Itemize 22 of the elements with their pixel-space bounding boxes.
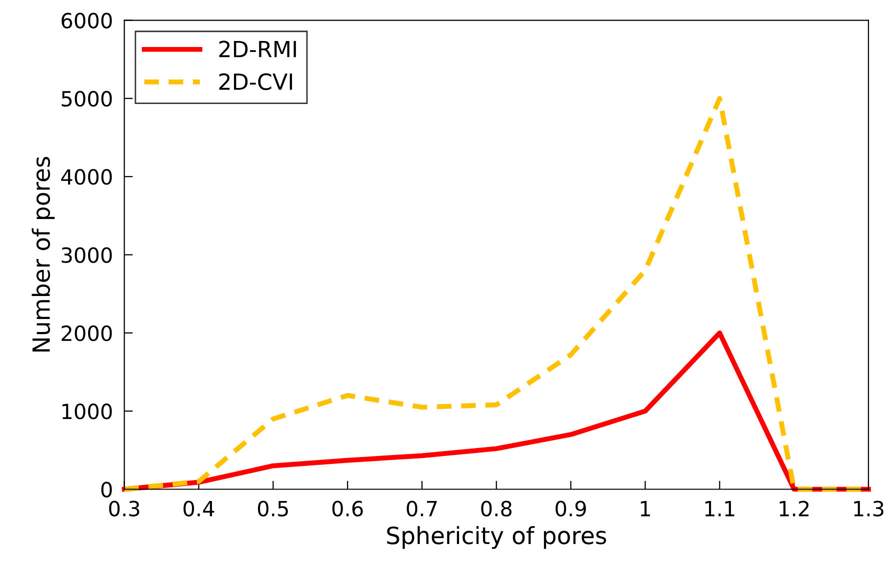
y-tick-label: 0 (101, 482, 112, 498)
y-tick-label: 3000 (62, 247, 112, 263)
y-tick-label: 2000 (62, 325, 112, 342)
x-tick-label: 1.3 (854, 500, 884, 516)
x-tick-label: 0.7 (406, 500, 437, 516)
x-tick-label: 0.4 (184, 500, 214, 516)
y-axis-title: Number of pores (32, 156, 55, 352)
x-tick-label: 1 (640, 501, 650, 516)
x-tick-label: 0.3 (109, 500, 140, 516)
y-tick-label: 5000 (62, 90, 112, 107)
y-tick-label: 4000 (61, 169, 112, 185)
y-tick-label: 6000 (62, 12, 112, 28)
x-tick-label: 0.5 (258, 500, 288, 516)
x-tick-label: 0.8 (481, 500, 512, 516)
x-axis-title: Sphericity of pores (387, 526, 606, 549)
legend-label: 2D-CVI (219, 73, 292, 90)
x-tick-label: 1.1 (705, 501, 734, 516)
x-tick-label: 1.2 (780, 500, 809, 516)
x-tick-label: 0.6 (332, 500, 363, 516)
y-tick-label: 1000 (62, 404, 112, 420)
x-tick-label: 0.9 (556, 500, 586, 516)
legend-label: 2D-RMI (219, 40, 296, 58)
